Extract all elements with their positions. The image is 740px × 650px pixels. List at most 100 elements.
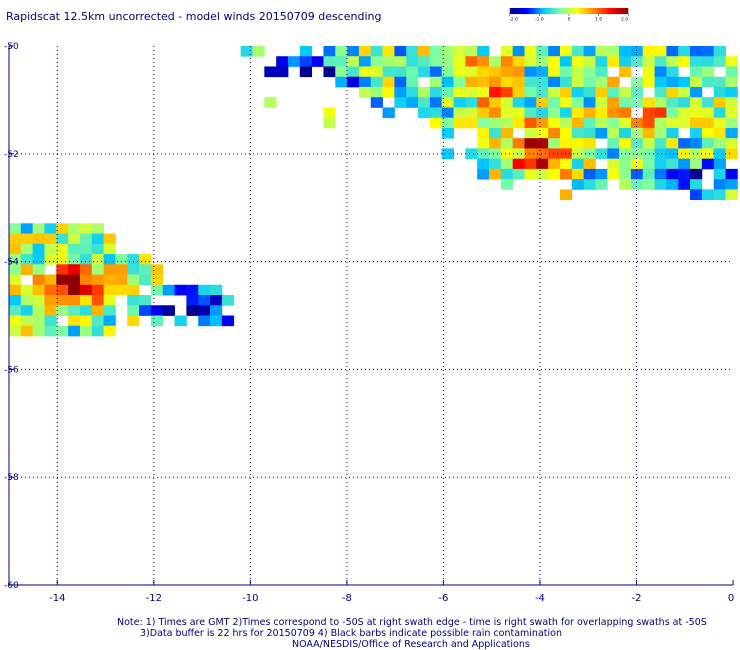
heatmap-cell	[56, 284, 69, 296]
heatmap-cell	[139, 305, 152, 316]
x-tick-label: -14	[49, 593, 65, 604]
heatmap-cell	[56, 274, 69, 286]
heatmap-cell	[79, 264, 93, 275]
heatmap-cell	[150, 305, 164, 316]
heatmap-cell	[382, 66, 395, 78]
heatmap-cell	[370, 86, 383, 98]
heatmap-cell	[630, 138, 644, 149]
heatmap-cell	[323, 117, 336, 129]
heatmap-cell	[32, 284, 45, 296]
heatmap-cell	[666, 86, 679, 98]
heatmap-cell	[441, 107, 454, 119]
heatmap-cell	[20, 243, 34, 255]
heatmap-cell	[91, 254, 105, 265]
heatmap-cell	[150, 284, 164, 296]
heatmap-cell	[32, 254, 45, 265]
heatmap-cell	[32, 325, 45, 337]
heatmap-cell	[103, 254, 116, 265]
y-tick-label: -54	[4, 258, 19, 268]
heatmap-cell	[103, 295, 116, 306]
heatmap-cell	[68, 223, 81, 234]
heatmap-cell	[453, 46, 466, 57]
heatmap-cell	[68, 243, 81, 255]
heatmap-cell	[9, 325, 22, 337]
heatmap-cell	[559, 86, 573, 98]
heatmap-cell	[713, 148, 726, 160]
heatmap-cell	[79, 243, 93, 255]
heatmap-cell	[20, 223, 34, 234]
heatmap-cell	[690, 56, 703, 67]
heatmap-cell	[701, 66, 715, 78]
heatmap-cell	[453, 56, 466, 67]
heatmap-cell	[559, 56, 573, 67]
heatmap-cell	[701, 97, 715, 108]
heatmap-cell	[559, 189, 573, 201]
heatmap-cell	[323, 66, 336, 78]
colorbar: -2.0 -1.0 0 1.0 2.0	[509, 8, 629, 22]
heatmap-cell	[32, 305, 45, 316]
heatmap-cell	[678, 148, 691, 160]
heatmap-cell	[630, 127, 644, 139]
heatmap-cell	[103, 274, 116, 286]
heatmap-cell	[429, 117, 443, 129]
heatmap-cell	[713, 56, 726, 67]
heatmap-cell	[358, 66, 372, 78]
heatmap-cell	[9, 243, 22, 255]
heatmap-cell	[548, 97, 561, 108]
heatmap-cell	[115, 274, 128, 286]
heatmap-cell	[678, 168, 691, 180]
heatmap-cell	[68, 295, 81, 306]
heatmap-cell	[299, 56, 313, 67]
heatmap-cell	[186, 295, 199, 306]
heatmap-cell	[595, 117, 608, 129]
heatmap-cell	[198, 315, 211, 327]
heatmap-cell	[91, 264, 105, 275]
heatmap-cell	[595, 66, 608, 78]
heatmap-cell	[453, 76, 466, 88]
heatmap-cell	[654, 56, 667, 67]
heatmap-cell	[595, 86, 608, 98]
heatmap-cell	[630, 158, 644, 170]
heatmap-cell	[406, 86, 419, 98]
heatmap-cell	[678, 107, 691, 119]
heatmap-cell	[630, 117, 644, 129]
heatmap-cell	[536, 86, 549, 98]
heatmap-cell	[418, 107, 431, 119]
heatmap-cell	[571, 138, 585, 149]
footnote-line-3: NOAA/NESDIS/Office of Research and Appli…	[292, 639, 530, 650]
heatmap-cell	[465, 56, 478, 67]
heatmap-cell	[489, 117, 502, 129]
colorbar-tick-label: 0	[568, 17, 571, 22]
heatmap-cell	[323, 46, 336, 57]
heatmap-cell	[91, 243, 105, 255]
heatmap-cell	[713, 127, 726, 139]
heatmap-cell	[418, 86, 431, 98]
heatmap-cell	[642, 46, 655, 57]
heatmap-cell	[500, 179, 514, 190]
heatmap-cell	[725, 107, 738, 119]
heatmap-cell	[489, 66, 502, 78]
heatmap-cell	[477, 148, 490, 160]
heatmap-cell	[512, 97, 525, 108]
heatmap-cell	[394, 86, 407, 98]
heatmap-cell	[127, 295, 140, 306]
heatmap-cell	[713, 138, 726, 149]
heatmap-cell	[186, 284, 199, 296]
heatmap-cell	[103, 325, 116, 337]
heatmap-cell	[429, 76, 443, 88]
heatmap-cell	[500, 138, 514, 149]
heatmap-cell	[559, 148, 573, 160]
heatmap-cell	[536, 107, 549, 119]
heatmap-cell	[198, 305, 211, 316]
heatmap-cell	[370, 66, 383, 78]
heatmap-cell	[44, 325, 57, 337]
heatmap-cell	[44, 233, 57, 245]
x-tick-label: -6	[438, 593, 448, 604]
heatmap-cell	[323, 56, 336, 67]
heatmap-cell	[20, 295, 34, 306]
heatmap-cell	[559, 107, 573, 119]
heatmap-cell	[701, 117, 715, 129]
heatmap-cell	[536, 127, 549, 139]
heatmap-cell	[44, 295, 57, 306]
heatmap-cell	[559, 158, 573, 170]
